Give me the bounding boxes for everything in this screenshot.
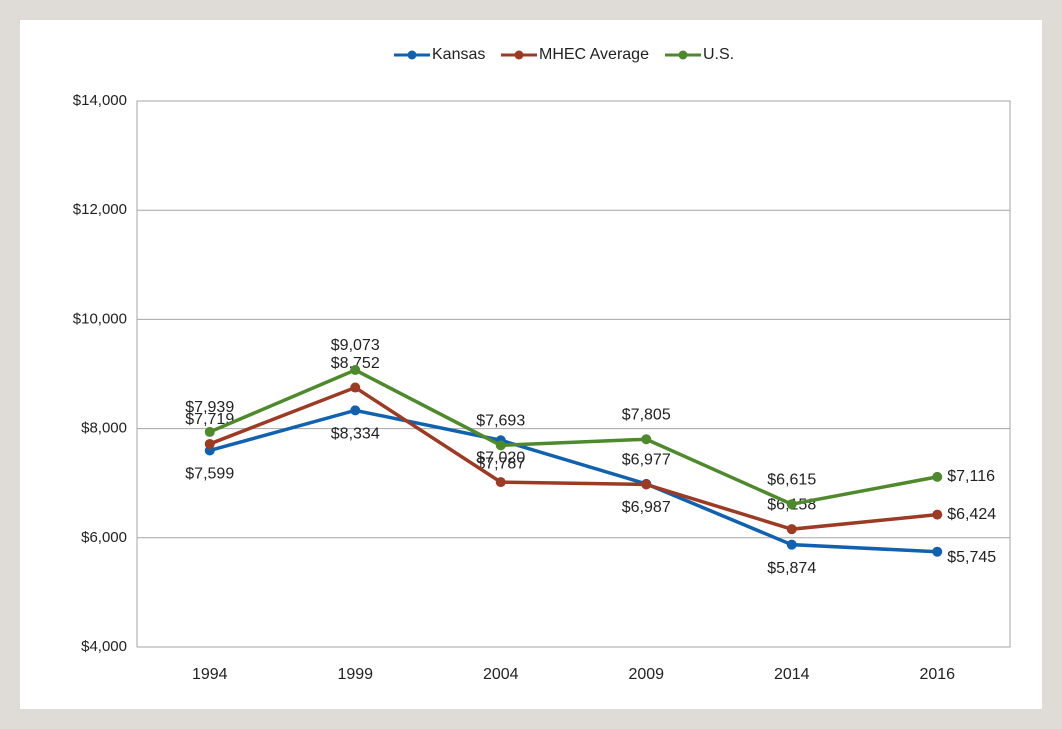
data-point	[350, 405, 361, 416]
legend-marker	[678, 50, 688, 60]
data-point	[932, 546, 943, 557]
legend-label: MHEC Average	[539, 46, 649, 63]
legend-marker	[407, 50, 417, 60]
data-label: $8,752	[331, 355, 380, 372]
data-point	[204, 438, 215, 449]
x-tick-label: 1999	[337, 666, 373, 683]
data-point	[786, 524, 797, 535]
y-tick-label: $14,000	[73, 92, 127, 109]
legend-label: Kansas	[432, 46, 485, 63]
data-point	[932, 471, 943, 482]
data-label: $6,987	[622, 499, 671, 516]
x-tick-label: 1994	[192, 666, 228, 683]
data-label: $7,719	[185, 411, 234, 428]
y-tick-label: $10,000	[73, 310, 127, 327]
data-label: $6,615	[767, 471, 816, 488]
x-tick-label: 2016	[919, 666, 955, 683]
data-label: $6,424	[947, 506, 996, 523]
data-label: $5,745	[947, 549, 996, 566]
data-label: $7,787	[476, 455, 525, 472]
data-label: $9,073	[331, 337, 380, 354]
data-label: $6,977	[622, 452, 671, 469]
data-point	[495, 477, 506, 488]
data-point	[932, 509, 943, 520]
legend-marker	[514, 50, 524, 60]
data-point	[204, 426, 215, 437]
y-tick-label: $8,000	[81, 420, 127, 437]
y-tick-label: $4,000	[81, 638, 127, 655]
data-point	[786, 539, 797, 550]
data-label: $7,116	[947, 468, 995, 485]
data-point	[641, 434, 652, 445]
panel	[20, 20, 1042, 709]
data-label: $7,939	[185, 399, 234, 416]
data-point	[495, 440, 506, 451]
series-line	[209, 368, 938, 507]
data-point	[350, 382, 361, 393]
data-label: $7,020	[476, 449, 525, 466]
x-tick-label: 2014	[774, 666, 810, 683]
data-point	[350, 365, 361, 376]
data-label: $5,874	[767, 560, 816, 577]
x-tick-label: 2009	[628, 666, 664, 683]
data-label: $7,599	[185, 466, 234, 483]
series-line	[209, 408, 938, 554]
data-point	[786, 499, 797, 510]
legend-label: U.S.	[703, 46, 734, 63]
data-label: $7,693	[476, 413, 525, 430]
data-label: $8,334	[331, 426, 380, 443]
x-tick-label: 2004	[483, 666, 519, 683]
series-line	[209, 385, 938, 531]
y-tick-label: $12,000	[73, 201, 127, 218]
y-tick-label: $6,000	[81, 529, 127, 546]
data-point	[641, 479, 652, 490]
data-label: $7,805	[622, 406, 671, 423]
